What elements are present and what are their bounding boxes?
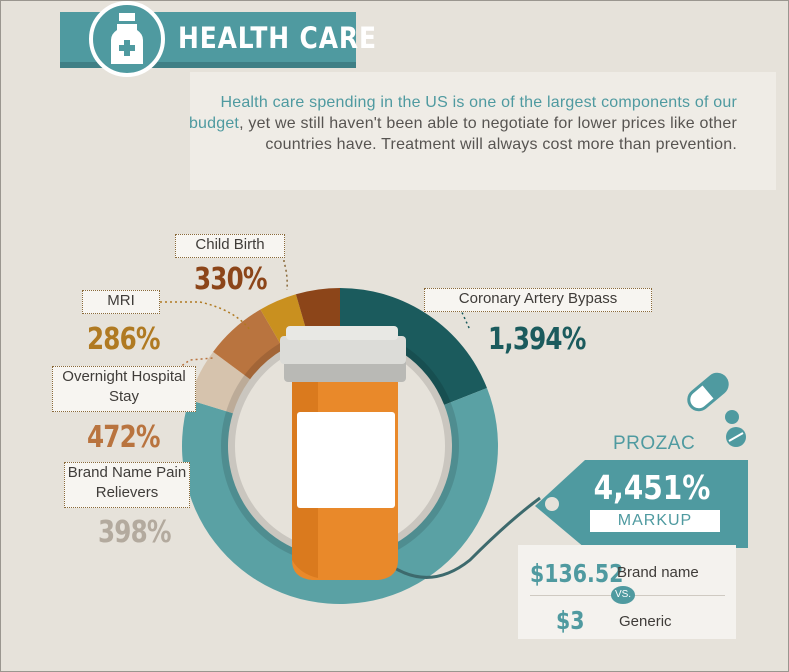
header-shadow (60, 62, 356, 68)
value-overnight: 472% (87, 420, 161, 455)
leader-bypass (459, 307, 471, 331)
pill-tablet-icon (725, 410, 746, 447)
vs-badge: VS. (611, 586, 635, 604)
tag-string (368, 496, 541, 579)
generic-label: Generic (619, 613, 672, 630)
value-pain-relievers: 398% (98, 515, 172, 550)
intro-rest: , yet we still haven't been able to nego… (239, 115, 737, 153)
value-mri: 286% (87, 322, 161, 357)
leader-mri (160, 301, 251, 331)
prozac-markup-value: 4,451% (593, 468, 711, 507)
page-title: HEALTH CARE (178, 21, 377, 55)
slice-coronary-artery-bypass (340, 288, 487, 405)
label-pain-relievers: Brand Name Pain Relievers (64, 462, 190, 508)
brand-price: $136.52 (530, 559, 624, 588)
generic-price: $3 (556, 606, 585, 635)
slice-prozac (181, 387, 499, 604)
slice-child-birth (295, 288, 340, 339)
brand-label: Brand name (617, 564, 699, 581)
intro-highlight: Health care spending in the US is one of… (188, 94, 737, 132)
prozac-label: PROZAC (613, 433, 696, 454)
label-overnight: Overnight Hospital Stay (52, 366, 196, 412)
value-child-birth: 330% (194, 262, 268, 297)
label-bypass: Coronary Artery Bypass (424, 288, 652, 312)
pill-bottle-icon (280, 326, 406, 580)
medicine-bottle-icon (89, 1, 165, 77)
label-mri: MRI (82, 290, 160, 314)
slice-overnight-hospital-stay (213, 309, 284, 380)
value-bypass: 1,394% (488, 322, 586, 357)
slice-brand-name-pain-relievers (188, 351, 251, 414)
pill-capsule-icon (687, 372, 729, 412)
intro-text: Health care spending in the US is one of… (177, 92, 737, 155)
label-child-birth: Child Birth (175, 234, 285, 258)
markup-label: MARKUP (590, 510, 720, 532)
intro-box (190, 72, 776, 190)
